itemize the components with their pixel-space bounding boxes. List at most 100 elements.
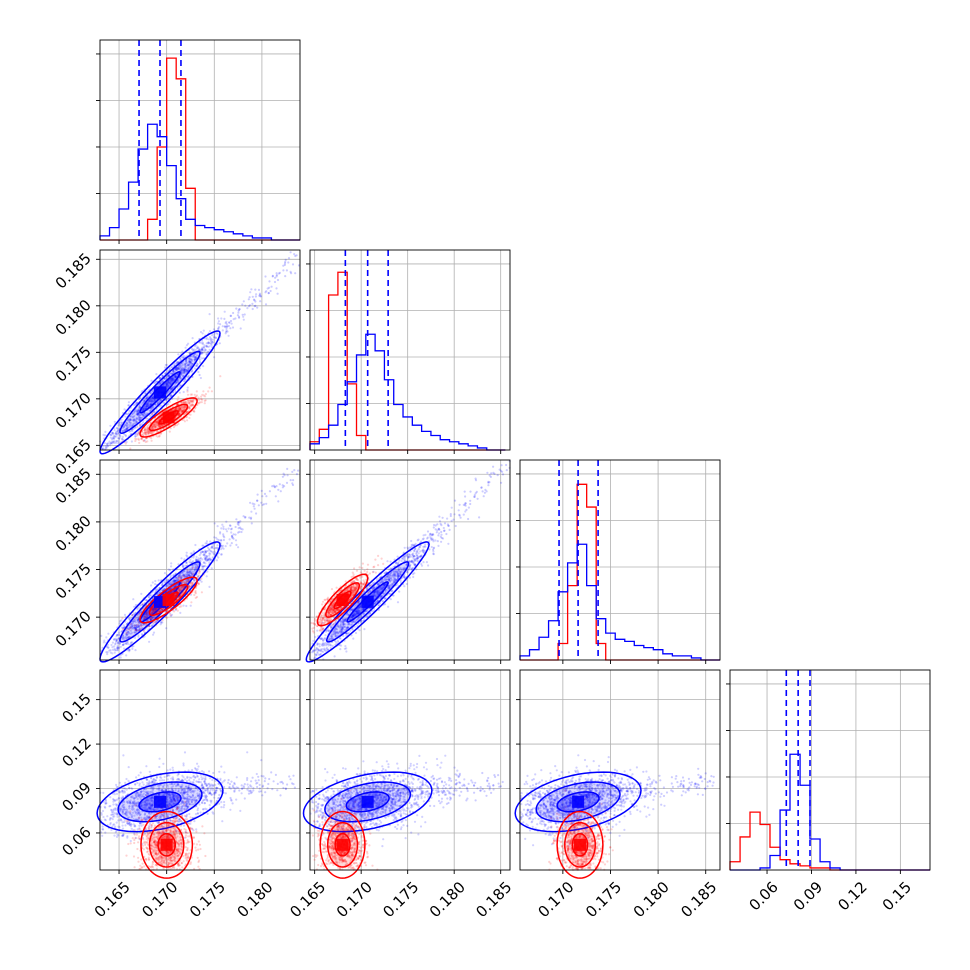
scatter-point [217,317,220,320]
scatter-point [186,555,189,558]
y-tick-label: 0.175 [52,342,95,385]
scatter-point [114,432,117,435]
scatter-point [182,604,185,607]
scatter-point [201,341,204,344]
scatter-point [125,654,128,657]
scatter-point [173,378,176,381]
y-tick-label: 0.185 [52,249,95,292]
scatter-point [171,387,174,390]
scatter-point [256,493,259,496]
scatter-point [152,633,155,636]
scatter-point [213,522,216,525]
scatter-point [179,357,182,361]
scatter-point [216,538,219,541]
scatter-point [234,317,237,320]
scatter-point [205,542,208,545]
scatter-point [282,269,285,272]
scatter-point [194,591,197,594]
scatter-point [265,495,268,498]
scatter-point [271,485,274,488]
scatter-point [184,346,187,349]
scatter-point [202,365,205,368]
scatter-point [185,365,188,368]
scatter-point [112,435,115,438]
scatter-point [135,438,138,441]
scatter-point [146,440,149,443]
scatter-point [230,528,233,531]
scatter-point [235,518,238,521]
scatter-point [104,430,107,433]
scatter-point [275,287,278,290]
scatter-point [201,393,204,396]
scatter-point [155,373,158,376]
scatter-point [176,367,179,370]
scatter-point [178,605,181,609]
scatter-point [140,592,143,596]
scatter-point [191,362,194,365]
scatter-point [217,322,220,325]
scatter-point [137,417,140,420]
scatter-point [218,342,221,345]
scatter-point [109,436,112,439]
scatter-point [246,307,249,310]
scatter-point [229,524,232,527]
scatter-point [169,394,172,397]
scatter-point [202,329,205,332]
scatter-point [152,631,156,634]
scatter-point [124,434,128,438]
scatter-point [257,288,261,291]
panel-2-1 [305,459,511,664]
scatter-point [232,533,235,536]
scatter-point [150,400,153,403]
scatter-point [127,401,130,404]
scatter-point [177,367,180,370]
scatter-point [200,591,203,594]
scatter-point [222,525,225,528]
scatter-point [210,567,213,570]
scatter-point [177,422,180,425]
scatter-point [239,520,242,523]
scatter-point [254,288,257,291]
scatter-point [264,291,267,294]
scatter-point [209,540,212,543]
scatter-point [183,420,186,423]
scatter-point [116,429,119,432]
scatter-point [220,317,223,320]
scatter-point [224,325,227,328]
scatter-point [117,423,120,426]
scatter-point [190,601,193,604]
scatter-point [119,656,122,659]
scatter-point [276,292,279,295]
scatter-point [185,604,188,608]
scatter-point [165,627,168,630]
scatter-point [208,330,212,333]
scatter-point [200,580,203,583]
scatter-point [253,299,256,302]
scatter-point [241,303,244,306]
scatter-point [197,582,200,585]
scatter-point [275,274,278,277]
scatter-point [185,551,188,554]
scatter-point [143,399,146,402]
scatter-point [248,296,251,299]
scatter-point [134,649,137,652]
scatter-point [135,420,138,423]
scatter-point [244,515,247,519]
scatter-point [260,501,263,504]
scatter-point [138,414,141,417]
scatter-point [213,356,216,359]
scatter-point [176,398,179,401]
density-peak [162,594,175,606]
scatter-point [264,275,267,278]
scatter-point [205,540,208,543]
scatter-point [169,613,172,617]
scatter-point [159,432,162,435]
scatter-point [163,366,167,369]
scatter-point [242,318,245,321]
scatter-point [223,317,226,320]
scatter-point [434,539,437,542]
scatter-point [150,439,153,442]
scatter-point [238,530,241,534]
scatter-point [171,366,174,369]
scatter-point [148,640,151,643]
